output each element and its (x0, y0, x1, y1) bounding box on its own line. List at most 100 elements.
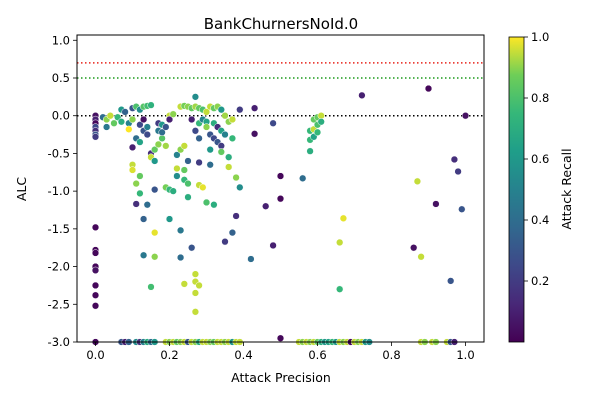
data-point (225, 163, 233, 171)
colorbar-tick-label: 0.8 (531, 91, 549, 105)
data-point (232, 212, 240, 220)
y-tick-label: -3.0 (48, 335, 70, 349)
data-point (91, 281, 100, 290)
data-point (143, 130, 151, 139)
data-point (358, 91, 366, 99)
data-point (176, 253, 185, 262)
data-point (188, 115, 196, 124)
data-point (184, 193, 192, 201)
data-point (221, 130, 229, 139)
data-point (173, 151, 181, 159)
data-point (151, 146, 159, 154)
data-point (447, 277, 455, 285)
data-point (450, 155, 459, 164)
data-point (228, 115, 237, 124)
data-point (417, 253, 425, 261)
data-point (147, 101, 155, 109)
data-point (228, 228, 237, 237)
data-point (206, 146, 214, 154)
colorbar-tick-label: 1.0 (531, 30, 549, 44)
data-point (128, 115, 137, 124)
data-point (195, 158, 203, 167)
data-point (184, 157, 192, 165)
y-axis-label: ALC (14, 177, 29, 202)
data-point (169, 187, 177, 195)
y-axis-ticks: 1.0 0.5 0.0 -0.5 -1.0 -1.5 -2.0 -2.5 -3.0 (48, 33, 77, 349)
data-point (336, 238, 344, 247)
data-point (217, 148, 225, 156)
y-tick-label: -1.0 (48, 184, 70, 198)
data-point (106, 112, 114, 120)
data-point (221, 238, 229, 246)
x-tick-label: 0.4 (234, 348, 252, 362)
data-point (180, 166, 188, 174)
data-point (210, 201, 218, 209)
data-point (102, 123, 111, 131)
data-point (151, 228, 159, 237)
data-point (217, 106, 225, 114)
data-point (247, 255, 255, 263)
plot-frame (76, 34, 485, 343)
data-point (143, 123, 151, 131)
colorbar-label: Attack Recall (559, 148, 574, 229)
data-point (191, 127, 200, 135)
data-point (317, 118, 325, 126)
data-point (151, 157, 159, 165)
data-point (339, 214, 348, 222)
y-tick-label: -2.0 (48, 260, 70, 274)
data-point (191, 93, 200, 101)
data-point (91, 266, 100, 274)
colorbar-tick-label: 0.2 (531, 274, 549, 288)
y-tick-label: -0.5 (48, 146, 70, 160)
data-point (154, 140, 163, 149)
data-point (91, 291, 100, 299)
data-point (195, 281, 203, 290)
x-tick-label: 0.8 (382, 348, 400, 362)
data-point (454, 167, 462, 176)
data-point (191, 270, 200, 278)
data-point (176, 226, 185, 235)
data-point (250, 130, 259, 138)
data-point (236, 106, 244, 114)
data-point (313, 128, 322, 136)
x-tick-label: 0.0 (86, 348, 104, 362)
data-point (232, 173, 240, 182)
data-point (91, 302, 100, 310)
data-point (136, 172, 144, 180)
data-point (191, 308, 200, 316)
data-point (217, 142, 225, 150)
data-point (413, 177, 422, 185)
data-point (191, 289, 200, 297)
data-point (91, 223, 100, 231)
data-point (299, 174, 307, 182)
data-point (158, 128, 166, 136)
y-tick-label: 1.0 (52, 33, 70, 47)
data-point (206, 161, 214, 169)
data-point (173, 164, 181, 173)
colorbar-tick-label: 0.6 (531, 152, 549, 166)
x-axis-ticks: 0.0 0.2 0.4 0.6 0.8 1.0 (86, 342, 475, 362)
data-point (91, 133, 100, 141)
data-point (136, 189, 144, 198)
data-point (165, 215, 174, 223)
data-point (306, 147, 314, 155)
data-point (458, 205, 466, 213)
data-point (336, 285, 344, 293)
data-point (125, 125, 133, 133)
data-point (317, 112, 325, 120)
data-point (276, 334, 285, 342)
data-point (180, 280, 188, 288)
x-tick-label: 0.2 (160, 348, 178, 362)
data-point (173, 172, 181, 180)
data-point (269, 241, 277, 250)
data-point (202, 198, 211, 207)
x-tick-label: 0.6 (308, 348, 326, 362)
data-point (188, 244, 196, 252)
data-point (228, 134, 237, 142)
x-axis-label: Attack Precision (231, 370, 331, 385)
data-point (139, 215, 148, 223)
data-point (128, 166, 137, 174)
data-point (162, 142, 170, 150)
data-point (184, 179, 192, 188)
data-point (132, 179, 140, 188)
